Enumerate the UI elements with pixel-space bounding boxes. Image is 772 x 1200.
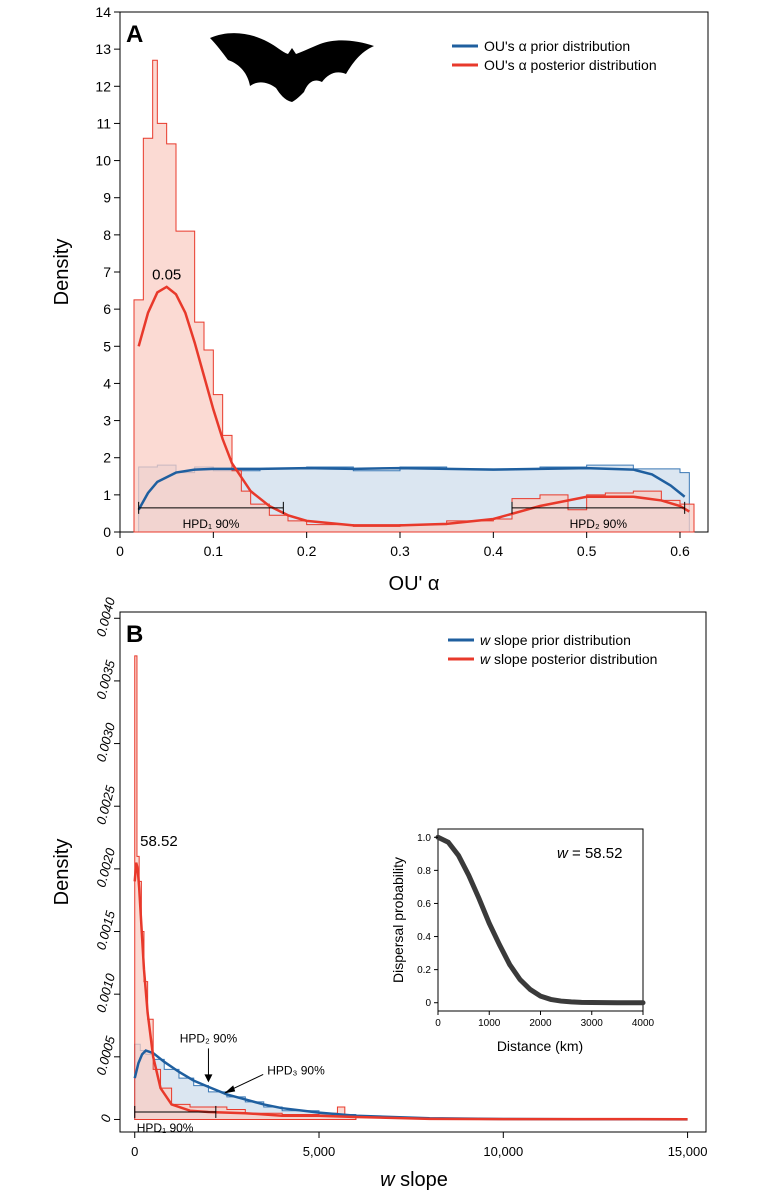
y-tick-label: 12: [95, 78, 111, 94]
inset-y-tick-label: 0.6: [417, 899, 431, 910]
x-tick-label: 0.3: [390, 543, 410, 559]
hpd-arrow-head: [204, 1074, 213, 1083]
hpd-label: HPD₁ 90%: [137, 1121, 194, 1135]
x-tick-label: 0: [131, 1144, 138, 1159]
panel-b: 58.52 HPD₁ 90% HPD₂ 90% HPD₃ 90% 0 5,000 10,0…: [51, 595, 707, 1191]
y-tick-label: 9: [103, 190, 111, 206]
panel-b-marks: 58.52 HPD₁ 90% HPD₂ 90% HPD₃ 90%: [133, 655, 688, 1135]
mode-label: 58.52: [140, 833, 178, 850]
x-tick-label: 15,000: [668, 1144, 708, 1159]
hpd-arrow-head: [224, 1085, 236, 1094]
y-tick-label: 0.0020: [93, 846, 118, 889]
legend: w slope prior distribution w slope poste…: [448, 632, 657, 667]
inset-chart: 0 1000 2000 3000 4000 0 0.2 0.4 0.6 0.8 1.0 w = 58…: [390, 828, 655, 1054]
legend-prior-label: OU's α prior distribution: [484, 38, 630, 54]
legend: OU's α prior distribution OU's α posteri…: [452, 38, 657, 73]
x-tick-label: 5,000: [303, 1144, 336, 1159]
y-tick-label: 0.0035: [93, 658, 118, 701]
inset-x-tick-label: 0: [435, 1018, 441, 1029]
y-tick-label: 0: [97, 1112, 114, 1124]
y-tick-label: 4: [103, 375, 111, 391]
panel-label: B: [126, 621, 143, 648]
prior-density-line: [137, 466, 686, 511]
inset-y-tick-label: 0.4: [417, 932, 431, 943]
inset-x-tick-label: 3000: [581, 1018, 604, 1029]
mode-label: 0.05: [152, 266, 181, 283]
x-tick-label: 0.2: [297, 543, 317, 559]
y-tick-label: 0.0005: [93, 1034, 118, 1077]
y-tick-label: 5: [103, 338, 111, 354]
y-tick-label: 2: [103, 450, 111, 466]
bat-icon: [210, 33, 374, 102]
x-axis-label: w slope: [380, 1169, 448, 1191]
inset-x-tick-label: 1000: [478, 1018, 501, 1029]
inset-x-axis-label: Distance (km): [497, 1038, 583, 1054]
x-tick-label: 0: [116, 543, 124, 559]
hpd-label: HPD₂ 90%: [570, 517, 628, 531]
inset-marks: 0 1000 2000 3000 4000 0 0.2 0.4 0.6 0.8 1.0: [417, 833, 654, 1029]
y-tick-label: 0.0010: [93, 971, 118, 1014]
y-tick-label: 0.0015: [93, 908, 118, 951]
inset-w-label: w = 58.52: [557, 845, 622, 862]
legend-prior-label: w slope prior distribution: [480, 632, 631, 648]
legend-posterior-label: OU's α posterior distribution: [484, 57, 657, 73]
y-tick-label: 3: [103, 413, 111, 429]
x-tick-label: 0.6: [670, 543, 690, 559]
y-tick-label: 8: [103, 227, 111, 243]
y-tick-label: 0.0040: [93, 595, 118, 638]
dispersal-curve: [435, 834, 646, 1006]
panel-a-marks: 0.05 HPD₁ 90% HPD₂ 90%: [133, 59, 695, 533]
y-tick-label: 11: [96, 115, 111, 131]
x-tick-label: 10,000: [483, 1144, 523, 1159]
y-tick-label: 10: [95, 153, 111, 169]
posterior-density-line: [133, 862, 688, 1121]
y-tick-label: 7: [103, 264, 111, 280]
y-axis-label: Density: [51, 839, 73, 906]
y-tick-label: 0.0030: [93, 721, 118, 764]
y-tick-label: 14: [95, 4, 111, 20]
inset-y-tick-label: 0.8: [417, 866, 431, 877]
y-tick-label: 0: [103, 524, 111, 540]
posterior-histogram: [133, 59, 695, 533]
x-tick-label: 0.4: [484, 543, 504, 559]
x-tick-label: 0.5: [577, 543, 597, 559]
hpd-label: HPD₃ 90%: [267, 1063, 325, 1077]
hpd-label: HPD₁ 90%: [183, 517, 240, 531]
x-tick-label: 0.1: [204, 543, 224, 559]
hpd-label: HPD₂ 90%: [180, 1031, 238, 1045]
inset-y-tick-label: 0: [425, 998, 431, 1009]
inset-y-tick-label: 1.0: [417, 833, 431, 844]
inset-y-axis-label: Dispersal probability: [390, 857, 406, 983]
y-axis-label: Density: [51, 239, 73, 306]
y-tick-label: 6: [103, 301, 111, 317]
inset-x-tick-label: 2000: [529, 1018, 552, 1029]
y-tick-label: 1: [103, 487, 111, 503]
x-axis-label: OU' α: [389, 573, 440, 595]
legend-posterior-label: w slope posterior distribution: [480, 651, 657, 667]
y-tick-label: 0.0025: [93, 783, 118, 826]
inset-x-tick-label: 4000: [632, 1018, 655, 1029]
y-tick-label: 13: [95, 41, 111, 57]
panel-a: 0.05 HPD₁ 90% HPD₂ 90% 0 0.1 0.2 0.3 0.4 0.5 0.6…: [51, 4, 709, 595]
panel-label: A: [126, 21, 143, 48]
inset-y-tick-label: 0.2: [417, 965, 431, 976]
posterior-density-line: [137, 285, 690, 527]
